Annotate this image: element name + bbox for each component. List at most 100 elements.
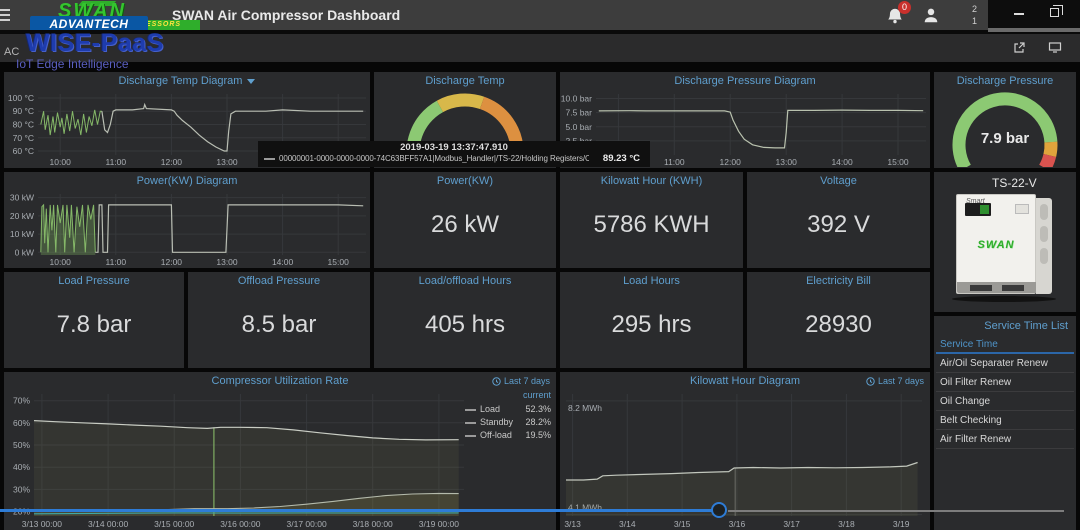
svg-text:13:00: 13:00 (216, 257, 238, 267)
clock-date: 2 (972, 4, 978, 14)
svg-text:10:00: 10:00 (50, 257, 72, 267)
legend-value: 52.3% (525, 404, 551, 414)
legend-label[interactable]: Standby (480, 417, 514, 427)
list-item[interactable]: Belt Checking (936, 411, 1074, 430)
load-pressure-value: 7.8 bar (56, 311, 132, 338)
panel-title[interactable]: Load Hours (623, 275, 680, 287)
svg-text:30%: 30% (13, 484, 30, 494)
panel-title[interactable]: Load/offload Hours (418, 275, 512, 287)
svg-text:14:00: 14:00 (272, 257, 294, 267)
legend-label[interactable]: Load (480, 404, 501, 414)
kilowatt-hour-value: 5786 KWH (593, 211, 710, 238)
panel-load-offload-hours: Load/offload Hours 405 hrs (374, 272, 556, 368)
svg-text:7.5 bar: 7.5 bar (566, 108, 593, 118)
list-item[interactable]: Oil Change (936, 392, 1074, 411)
svg-text:3/16: 3/16 (729, 519, 746, 529)
service-list-header[interactable]: Service Time (936, 336, 1074, 354)
window-edge (988, 28, 1080, 32)
machine-brand-label: SWAN (977, 239, 1015, 251)
panel-title[interactable]: Voltage (820, 175, 857, 187)
power-kw-chart: 10:00 11:00 12:00 13:00 14:00 15:00 30 kW 20 kW… (10, 193, 366, 267)
svg-text:10:00: 10:00 (50, 157, 72, 167)
system-clock: 2 1 (972, 3, 988, 27)
svg-text:40%: 40% (13, 462, 30, 472)
clock-time: 1 (972, 16, 978, 26)
share-dashboard-icon[interactable] (1013, 41, 1026, 59)
panel-title[interactable]: Kilowatt Hour (KWH) (600, 175, 703, 187)
time-range-control[interactable]: Last 7 days (492, 376, 550, 386)
panel-title[interactable]: Discharge Pressure Diagram (674, 75, 816, 87)
svg-text:8.2 MWh: 8.2 MWh (568, 403, 602, 413)
legend-label[interactable]: Off-load (480, 430, 512, 440)
panel-discharge-temp-diagram: Discharge Temp Diagram 10:00 11:00 12:00 13… (4, 72, 370, 168)
panel-title[interactable]: Kilowatt Hour Diagram (689, 375, 801, 387)
panel-title[interactable]: Offload Pressure (237, 275, 321, 287)
panel-compressor-image: TS-22-V Smart SWAN (934, 172, 1076, 312)
panel-title[interactable]: Discharge Temp (425, 75, 505, 87)
panel-title[interactable]: Power(KW) Diagram (136, 175, 238, 187)
panel-load-pressure: Load Pressure 7.8 bar (4, 272, 184, 368)
legend-row: Off-load 19.5% (465, 429, 551, 442)
discharge-pressure-value: 7.9 bar (980, 130, 1030, 147)
svg-text:70%: 70% (13, 396, 30, 406)
svg-text:20 kW: 20 kW (10, 211, 34, 221)
panel-title[interactable]: Discharge Temp Diagram (118, 75, 243, 87)
load-hours-value: 295 hrs (611, 311, 692, 338)
overlapping-window-titlebar (988, 0, 1080, 32)
svg-text:3/17: 3/17 (783, 519, 800, 529)
svg-text:50%: 50% (13, 440, 30, 450)
titlebar: SWAN COMPRESSORS ADVANTECH SWAN Air Comp… (0, 0, 1080, 32)
svg-text:15:00: 15:00 (887, 157, 909, 167)
video-progress-bar[interactable] (0, 509, 712, 512)
panel-title[interactable]: Electricity Bill (806, 275, 871, 287)
panel-title[interactable]: Discharge Pressure (956, 75, 1054, 87)
display-mode-icon[interactable] (1048, 41, 1062, 59)
machine-shadow (952, 296, 1056, 302)
legend-value: 28.2% (525, 417, 551, 427)
svg-text:2.5 bar: 2.5 bar (566, 136, 593, 146)
svg-text:4.1 MWh: 4.1 MWh (568, 503, 602, 513)
notification-badge: 0 (898, 1, 911, 14)
minimize-window-icon[interactable] (1014, 13, 1024, 15)
time-range-control[interactable]: Last 7 days (866, 376, 924, 386)
panel-title[interactable]: Compressor Utilization Rate (211, 375, 349, 387)
svg-text:3/17 00:00: 3/17 00:00 (287, 519, 327, 529)
svg-text:3/13: 3/13 (564, 519, 581, 529)
svg-text:0 kW: 0 kW (15, 247, 34, 257)
user-account-icon[interactable] (922, 6, 942, 26)
svg-text:12:00: 12:00 (161, 157, 183, 167)
svg-text:11:00: 11:00 (105, 157, 126, 167)
voltage-value: 392 V (807, 211, 870, 238)
legend-header: current (522, 390, 551, 400)
svg-text:13:00: 13:00 (776, 157, 798, 167)
electricity-bill-value: 28930 (805, 311, 872, 338)
video-progress-handle[interactable] (711, 502, 727, 518)
svg-text:80 °C: 80 °C (13, 120, 34, 130)
series-color-indicator (465, 434, 476, 437)
svg-text:70 °C: 70 °C (13, 133, 34, 143)
tooltip-timestamp: 2019-03-19 13:37:47.910 (400, 142, 508, 153)
panel-title[interactable]: Power(KW) (436, 175, 494, 187)
list-item[interactable]: Oil Filter Renew (936, 373, 1074, 392)
list-item[interactable]: Air/Oil Separater Renew (936, 354, 1074, 373)
page-title: SWAN Air Compressor Dashboard (172, 7, 401, 23)
list-item[interactable]: Air Filter Renew (936, 430, 1074, 449)
toolbar: AC (0, 34, 1080, 62)
svg-text:10 kW: 10 kW (10, 229, 34, 239)
restore-window-icon[interactable] (1050, 5, 1063, 17)
svg-text:60%: 60% (13, 418, 30, 428)
divider (0, 30, 1080, 34)
panel-title[interactable]: Service Time List (984, 320, 1068, 332)
panel-electricity-bill: Electricity Bill 28930 (747, 272, 930, 368)
svg-text:15:00: 15:00 (328, 257, 350, 267)
dropdown-caret-icon[interactable] (247, 78, 256, 84)
video-progress-remaining[interactable] (728, 510, 1064, 512)
breadcrumb[interactable]: AC (4, 46, 20, 58)
series-color-indicator (264, 158, 275, 160)
svg-text:3/14 00:00: 3/14 00:00 (88, 519, 128, 529)
panel-title[interactable]: Load Pressure (58, 275, 130, 287)
offload-pressure-value: 8.5 bar (241, 311, 317, 338)
menu-icon[interactable] (0, 6, 12, 22)
